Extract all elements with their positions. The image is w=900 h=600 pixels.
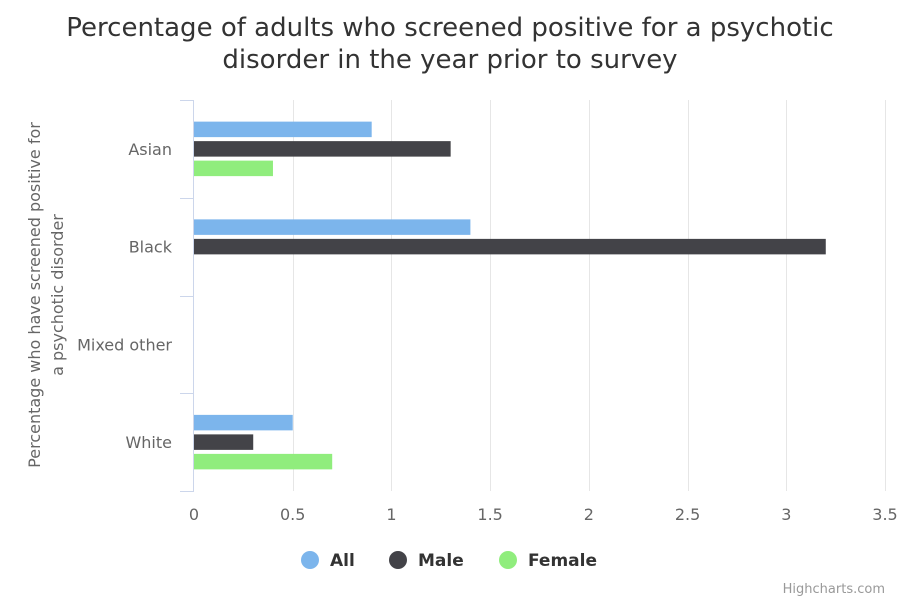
legend-label: Male: [418, 551, 464, 571]
value-tick-label: 3.5: [872, 505, 897, 524]
bar-all-black[interactable]: [194, 219, 471, 235]
axis-title-line: a psychotic disorder: [48, 214, 67, 376]
legend-item-all[interactable]: All: [301, 551, 355, 571]
category-label: Black: [129, 238, 173, 257]
value-axis-labels: 0 0.5 1 1.5 2 2.5 3 3.5: [189, 505, 898, 524]
legend-label: Female: [528, 551, 597, 571]
legend-item-male[interactable]: Male: [389, 551, 464, 571]
bar-all-white[interactable]: [194, 414, 293, 431]
bar-female-white[interactable]: [194, 453, 333, 470]
value-tick-label: 3: [781, 505, 791, 524]
bar-male-black[interactable]: [194, 238, 826, 255]
value-tick-label: 1: [386, 505, 396, 524]
legend-item-female[interactable]: Female: [499, 551, 597, 571]
legend-marker: [301, 551, 319, 569]
legend-marker: [499, 551, 517, 569]
legend-label: All: [330, 551, 355, 571]
category-label: Asian: [128, 140, 172, 159]
credits-link[interactable]: Highcharts.com: [783, 582, 885, 597]
bar-all-asian[interactable]: [194, 121, 372, 138]
legend-marker: [389, 551, 407, 569]
legend: All Male Female: [301, 551, 597, 571]
chart-title: Percentage of adults who screened positi…: [66, 13, 833, 75]
plot-bars: [194, 121, 826, 470]
gridlines: [293, 100, 886, 491]
chart-title-line: Percentage of adults who screened positi…: [66, 13, 833, 43]
bar-male-white[interactable]: [194, 434, 254, 450]
category-axis: Asian Black Mixed other White: [77, 100, 194, 492]
chart-title-line: disorder in the year prior to survey: [222, 45, 677, 75]
category-label: Mixed other: [77, 335, 172, 354]
value-tick-label: 2.5: [675, 505, 700, 524]
value-tick-label: 1.5: [477, 505, 502, 524]
value-tick-label: 0: [189, 505, 199, 524]
axis-title-line: Percentage who have screened positive fo…: [25, 122, 44, 468]
category-label: White: [125, 433, 172, 452]
bar-female-asian[interactable]: [194, 160, 273, 177]
value-tick-label: 2: [584, 505, 594, 524]
axis-title: Percentage who have screened positive fo…: [25, 122, 67, 468]
value-tick-label: 0.5: [280, 505, 305, 524]
bar-male-asian[interactable]: [194, 141, 451, 157]
